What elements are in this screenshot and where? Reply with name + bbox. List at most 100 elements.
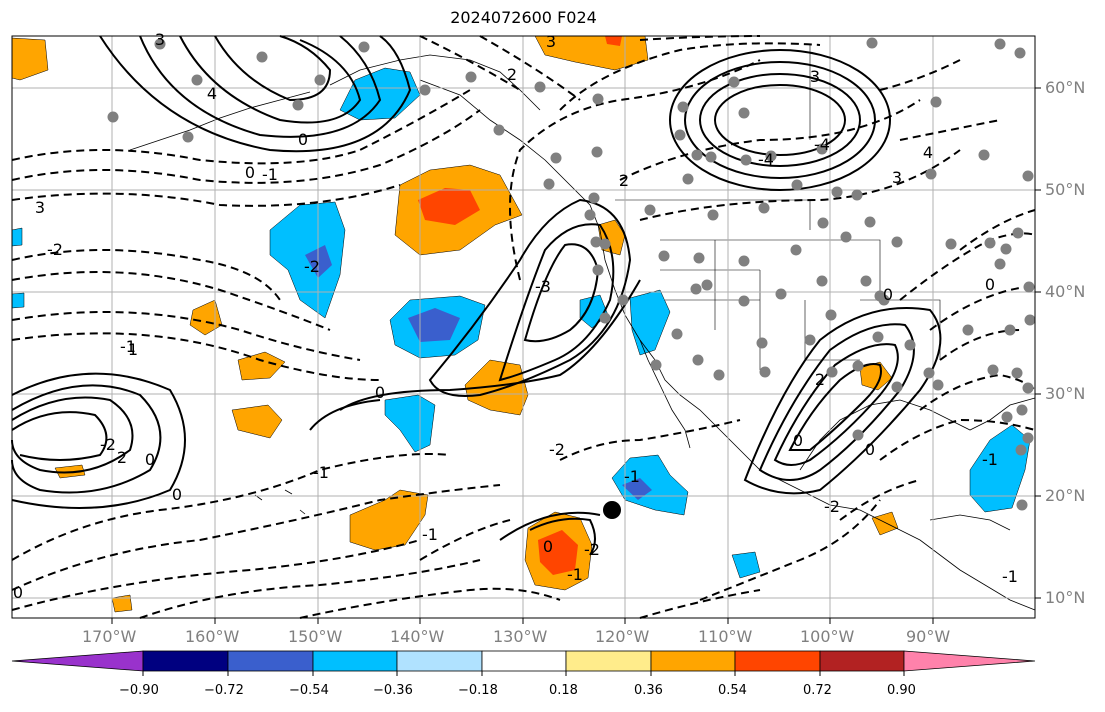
lon-label: 130°W [493,627,548,646]
colorbar-bin [396,650,483,672]
contour-labels: 3 3 2 4 0 -1 0 2 3 -2 -1 1 -3 -2 0 0 -2 … [13,30,1018,602]
contour-label: 3 [155,30,165,49]
shade-orange-small4 [871,511,899,536]
colorbar-bin [481,650,567,672]
contour-label: 0 [245,163,255,182]
contour-label: -1 [313,463,329,482]
shade-blue-caribbean [969,424,1031,513]
shade-red-top [605,36,622,46]
contour-label: -2 [549,440,565,459]
storm-center-marker [603,501,621,519]
shade-blue-small3 [11,227,23,247]
shade-blue-small2 [731,551,761,579]
dashed-contours [11,35,1036,619]
lon-label: 160°W [185,627,240,646]
map-title: 2024072600 F024 [450,8,597,27]
contour-label: 3 [35,198,45,217]
colorbar-ticks [142,671,905,676]
contour-label: -1 [624,467,640,486]
shade-orange-small3 [231,404,283,439]
contour-label: -4 [758,150,774,169]
colorbar-tick-label: 0.54 [718,683,747,698]
colorbar-tick-label: −0.90 [119,683,159,698]
contour-label: 0 [13,583,23,602]
contour-label: 2 [117,448,127,467]
colorbar-tick-label: 0.72 [803,683,832,698]
lon-label: 170°W [82,627,137,646]
shade-darkblue-center [408,308,460,342]
contour-label: 4 [207,84,217,103]
colorbar-bin [565,650,652,672]
lon-label: 150°W [288,627,343,646]
lat-label: 40°N [1045,282,1086,301]
contour-label: -3 [535,277,551,296]
contour-label: -1 [1002,567,1018,586]
lat-label: 50°N [1045,180,1086,199]
shade-orange-mid [464,359,529,416]
contour-label: -2 [824,497,840,516]
lat-ticks [1035,87,1041,599]
lon-label: 110°W [698,627,753,646]
shade-blue-small4 [11,292,25,309]
shade-darkblue-south [622,478,652,500]
contour-label: 0 [865,440,875,459]
graticule [12,36,1035,618]
coast-cuba [929,514,1011,531]
contour-label: -1 [982,450,998,469]
contour-label: 0 [793,431,803,450]
shade-orange-south1 [349,489,429,551]
colorbar-tick-label: −0.36 [373,683,413,698]
colorbar-tick-label: 0.18 [549,683,578,698]
colorbar-bin [142,650,229,672]
contour-label: -1 [422,525,438,544]
contour-label: 4 [923,143,933,162]
coast-baja [639,339,691,449]
colorbar-bin [227,650,314,672]
coast-gulf [799,397,1036,471]
colorbar-tick-label: −0.72 [204,683,244,698]
contour-label: 3 [546,32,556,51]
contour-label: 3 [810,67,820,86]
colorbar-tick-label: 0.36 [634,683,663,698]
coast-north-america [419,79,1036,611]
lat-label: 30°N [1045,384,1086,403]
contour-label: -4 [814,135,830,154]
contour-label: 2 [619,171,629,190]
solid-contours [11,35,942,556]
colorbar [11,650,1036,672]
contour-label: -2 [304,257,320,276]
shade-blue-calif [629,289,671,356]
contour-label: -2 [584,540,600,559]
contour-label: 0 [883,285,893,304]
lon-label: 120°W [595,627,650,646]
shade-orange-gulfmex [859,361,893,391]
station-markers [107,37,1036,511]
lon-ticks [111,618,934,624]
colorbar-under [11,650,144,672]
contour-label: -2 [47,240,63,259]
colorbar-bin [650,650,736,672]
contour-label: -1 [120,337,136,356]
shade-blue-mid [384,394,436,453]
contour-label: -1 [567,565,583,584]
contour-label: 0 [172,485,182,504]
colorbar-tick-label: −0.54 [289,683,329,698]
contour-label: 0 [145,450,155,469]
lon-label: 140°W [390,627,445,646]
contour-label: 0 [375,383,385,402]
colorbar-tick-label: −0.18 [458,683,498,698]
contour-label: 3 [892,168,902,187]
shade-orange-small5 [111,594,133,613]
contour-label: 1 [128,340,138,359]
shade-orange-small2 [237,351,286,381]
shade-orange-small1 [189,299,223,336]
colorbar-bin [819,650,905,672]
contour-label: -1 [262,165,278,184]
contour-label: 0 [543,537,553,556]
lat-label: 20°N [1045,486,1086,505]
lat-label: 10°N [1045,588,1086,607]
colorbar-bin [312,650,398,672]
lon-label: 100°W [800,627,855,646]
shade-blue-south [611,454,689,516]
